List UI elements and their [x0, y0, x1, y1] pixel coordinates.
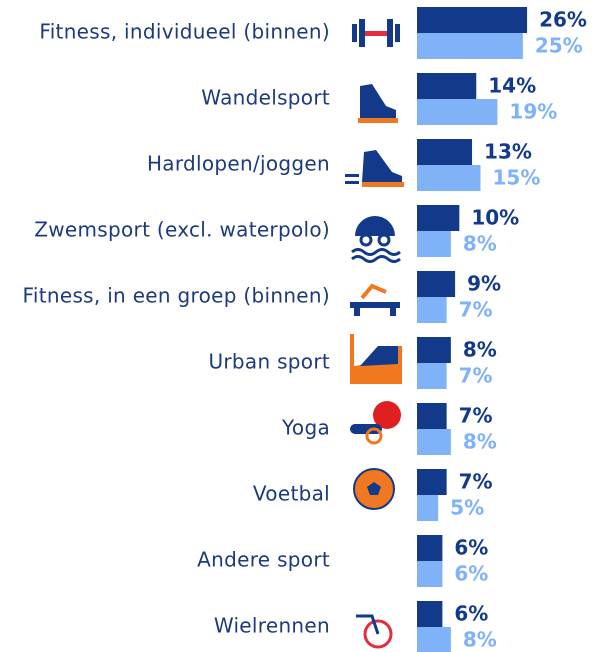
category-label: Hardlopen/joggen	[147, 152, 330, 176]
icon	[377, 233, 391, 247]
value-label: 6%	[454, 602, 488, 626]
icon	[345, 174, 359, 177]
value-label: 25%	[535, 34, 583, 58]
category-label: Yoga	[281, 416, 330, 440]
value-label: 8%	[463, 338, 497, 362]
icon	[360, 84, 396, 118]
category-label: Wielrennen	[214, 614, 330, 638]
category-label: Urban sport	[208, 350, 330, 374]
bar	[417, 99, 498, 125]
icons	[345, 19, 404, 649]
icon	[365, 31, 387, 36]
icon	[351, 248, 401, 256]
bar	[417, 601, 443, 627]
value-label: 7%	[459, 298, 493, 322]
icon	[354, 308, 360, 316]
icon	[359, 19, 365, 47]
bar	[417, 561, 443, 587]
icon	[345, 181, 359, 184]
icon	[390, 308, 396, 316]
icon	[352, 24, 357, 42]
icon	[355, 216, 395, 236]
bar	[417, 535, 443, 561]
bar	[417, 403, 447, 429]
icon	[360, 283, 387, 300]
value-label: 8%	[463, 430, 497, 454]
value-label: 9%	[467, 272, 501, 296]
value-label: 13%	[484, 140, 532, 164]
icon	[362, 150, 402, 184]
icon	[356, 614, 380, 635]
category-label: Wandelsport	[201, 86, 330, 110]
icon	[373, 401, 401, 429]
bar	[417, 231, 451, 257]
bar	[417, 165, 481, 191]
bar	[417, 297, 447, 323]
bar	[417, 205, 460, 231]
value-label: 15%	[493, 166, 541, 190]
category-label: Fitness, in een groep (binnen)	[23, 284, 330, 308]
bar	[417, 271, 456, 297]
bar	[417, 7, 528, 33]
value-label: 7%	[459, 470, 493, 494]
icon	[360, 346, 398, 366]
icon	[363, 619, 393, 649]
icon	[351, 255, 401, 263]
icon	[387, 19, 393, 47]
icon	[362, 182, 404, 187]
category-label: Fitness, individueel (binnen)	[39, 20, 330, 44]
bar	[417, 495, 439, 521]
bar	[417, 337, 451, 363]
value-label: 14%	[488, 74, 536, 98]
bar	[417, 363, 447, 389]
bar	[417, 139, 473, 165]
bar	[417, 73, 477, 99]
value-label: 7%	[459, 364, 493, 388]
value-label: 19%	[509, 100, 557, 124]
icon	[350, 334, 354, 384]
icon	[395, 24, 400, 42]
bar	[417, 469, 447, 495]
category-label: Zwemsport (excl. waterpolo)	[34, 218, 330, 242]
icon	[350, 424, 382, 434]
value-label: 26%	[539, 8, 587, 32]
bar	[417, 33, 523, 59]
value-label: 5%	[450, 496, 484, 520]
category-label: Voetbal	[253, 482, 330, 506]
bar	[417, 429, 451, 455]
value-label: 7%	[459, 404, 493, 428]
value-label: 6%	[454, 536, 488, 560]
icon	[358, 118, 398, 123]
category-label: Andere sport	[197, 548, 330, 572]
value-label: 10%	[471, 206, 519, 230]
icon	[350, 302, 400, 308]
icon	[359, 233, 373, 247]
icon	[365, 427, 383, 445]
value-label: 8%	[463, 628, 497, 652]
icon	[367, 482, 381, 495]
value-label: 8%	[463, 232, 497, 256]
bar	[417, 627, 451, 652]
value-label: 6%	[454, 562, 488, 586]
